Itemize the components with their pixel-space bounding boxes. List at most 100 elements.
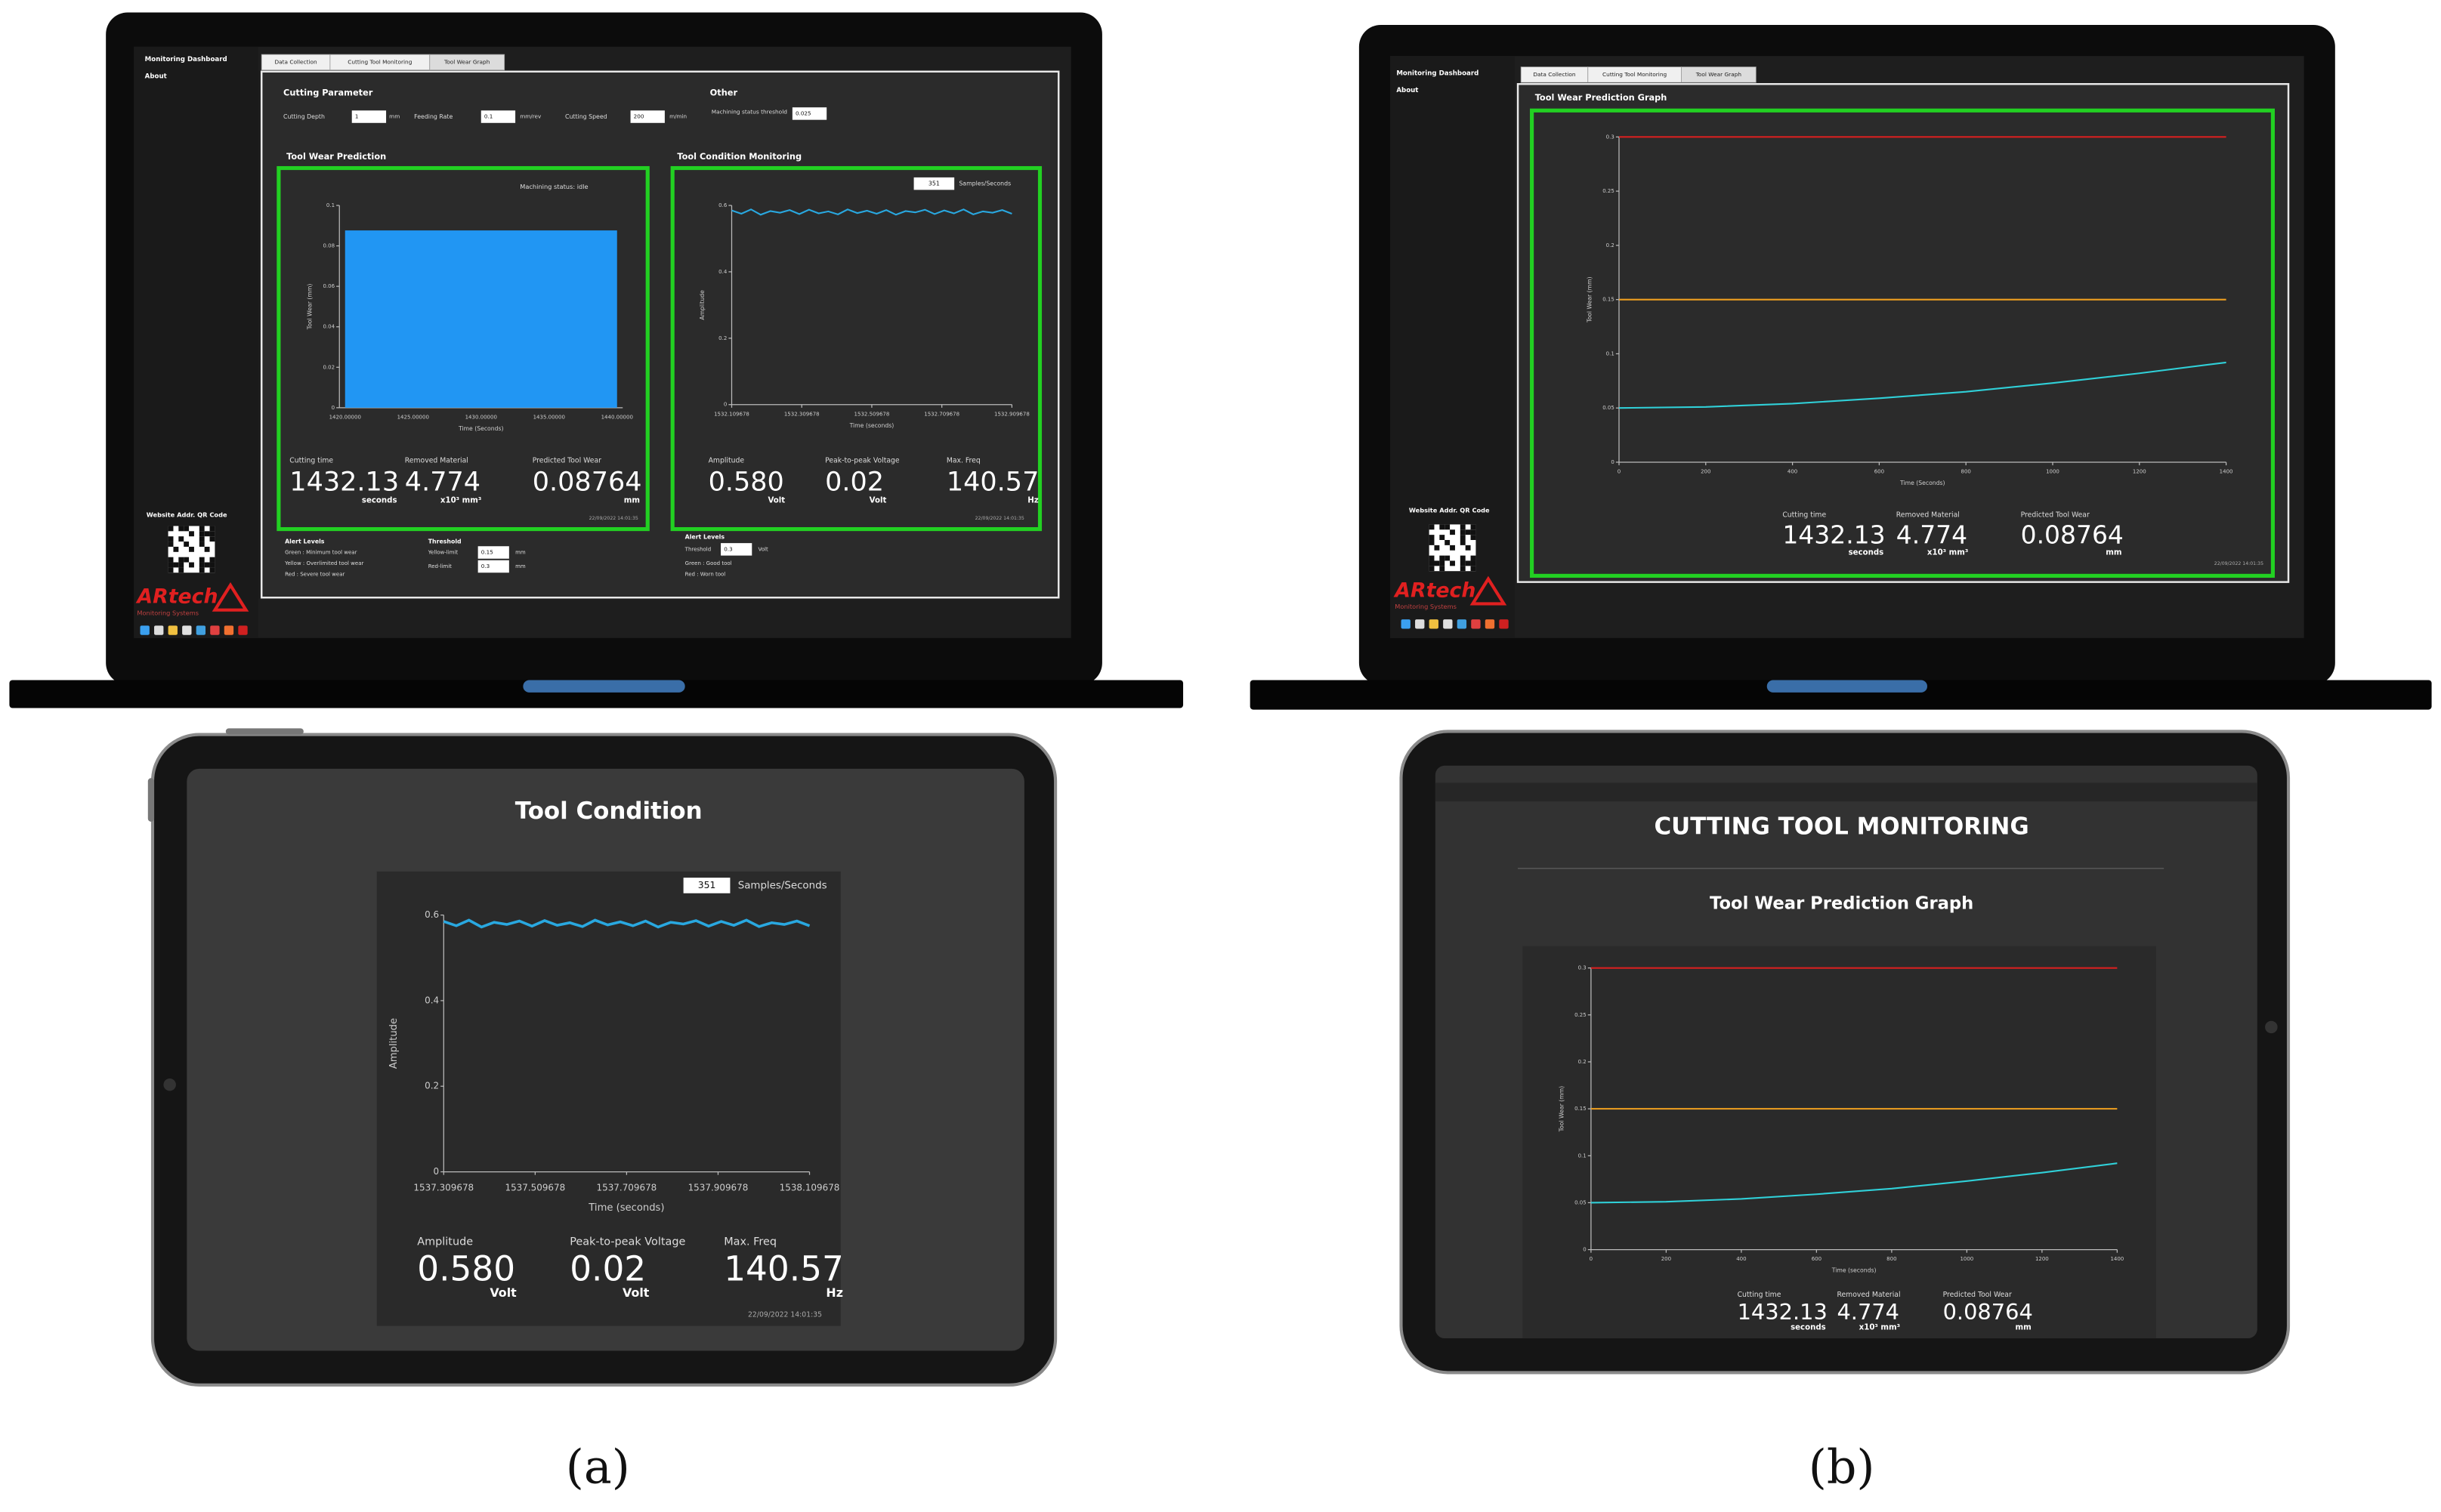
timestamp: 22/09/2022 14:01:35	[2214, 561, 2263, 566]
logo: ARtech	[135, 585, 218, 609]
y-tick-label: 0.06	[323, 283, 335, 289]
x-tick-label: 600	[1874, 469, 1884, 475]
samples-label: Samples/Seconds	[738, 880, 827, 891]
metric-value: 140.57	[724, 1248, 844, 1288]
metric-value: 0.08764	[2021, 520, 2124, 550]
alert-item: Red : Worn tool	[685, 571, 726, 577]
metric-value: 0.580	[417, 1248, 515, 1288]
metric-label: Cutting time	[1782, 511, 1826, 520]
metric-label: Predicted Tool Wear	[2021, 511, 2090, 520]
qr-cell	[1434, 560, 1440, 566]
qr-cell	[189, 546, 194, 552]
qr-cell	[1429, 540, 1435, 545]
y-tick-label: 0.02	[323, 364, 335, 370]
field-label: Machining status threshold	[712, 108, 788, 115]
panel-box	[1530, 108, 2275, 578]
threshold-label: Threshold	[684, 546, 712, 552]
x-tick-label: 400	[1736, 1256, 1746, 1262]
input-box	[351, 110, 387, 123]
logo: ARtech	[1393, 579, 1475, 602]
y-axis-label: Tool Wear (mm)	[307, 284, 314, 331]
y-axis-label: Amplitude	[388, 1018, 400, 1069]
qr-cell	[178, 526, 184, 532]
x-tick-label: 1532.709678	[924, 411, 959, 417]
x-tick-label: 1537.309678	[413, 1183, 474, 1193]
qr-cell	[1470, 524, 1476, 530]
metric-unit: x10³ mm³	[1859, 1324, 1900, 1332]
panel-title: Tool Condition Monitoring	[677, 151, 802, 162]
taskbar-icon	[210, 625, 220, 635]
alert-item: Green : Good tool	[685, 560, 732, 566]
qr-cell	[178, 557, 184, 563]
bar	[345, 230, 617, 408]
x-tick-label: 0	[1618, 469, 1621, 475]
x-tick-label: 1532.909678	[994, 411, 1030, 417]
y-tick-label: 0	[1583, 1247, 1586, 1253]
chart-card	[1522, 946, 2156, 1339]
metric-value: 4.774	[405, 467, 480, 498]
y-tick-label: 0	[724, 402, 727, 408]
panel-box	[670, 165, 1043, 532]
samples-value: 351	[698, 880, 716, 890]
taskbar-icon	[1429, 619, 1438, 629]
series-line	[1618, 361, 2226, 409]
qr-cell	[168, 562, 174, 568]
logo-subtitle: Monitoring Systems	[1395, 603, 1457, 610]
input-value: 1	[355, 113, 359, 120]
metric-unit: mm	[624, 496, 640, 505]
taskbar-icon	[168, 625, 178, 635]
metric-label: Amplitude	[709, 456, 745, 464]
x-tick-label: 1430.00000	[465, 414, 497, 420]
tab-label: Cutting Tool Monitoring	[1602, 71, 1667, 78]
x-tick-label: 1532.109678	[714, 411, 749, 417]
metric-unit: seconds	[1849, 548, 1884, 557]
y-tick-label: 0.1	[1606, 350, 1614, 356]
input-value: 0.15	[481, 548, 493, 555]
y-tick-label: 0.04	[323, 324, 335, 330]
qr-cell	[199, 557, 205, 563]
y-axis-label: Tool Wear (mm)	[1558, 1086, 1565, 1133]
taskbar-icon	[140, 625, 150, 635]
qr-cell	[168, 542, 174, 547]
panel-box	[277, 165, 650, 532]
qr-cell	[209, 536, 215, 542]
tab	[429, 54, 505, 71]
qr-cell	[1429, 555, 1435, 561]
qr-cell	[1460, 529, 1466, 535]
sidebar-item: About	[1396, 87, 1418, 94]
x-tick-label: 1537.709678	[597, 1183, 657, 1193]
panel-title: Tool Wear Prediction	[286, 151, 386, 162]
qr-cell	[1470, 535, 1476, 540]
metric-unit: mm	[2015, 1324, 2031, 1332]
qr-cell	[1450, 529, 1455, 535]
qr-cell	[209, 562, 215, 568]
logo-mark	[212, 582, 249, 612]
metric-value: 0.08764	[533, 467, 642, 498]
qr-cell	[1450, 545, 1455, 551]
y-tick-label: 0.1	[326, 202, 335, 208]
qr-cell	[1445, 524, 1451, 530]
qr-cell	[1470, 529, 1476, 535]
qr-cell	[1465, 545, 1471, 551]
threshold-unit: mm	[515, 563, 526, 569]
x-tick-label: 1538.109678	[780, 1183, 840, 1193]
y-tick-label: 0	[434, 1166, 440, 1177]
x-tick-label: 1000	[2046, 469, 2059, 475]
browser-bar	[1435, 782, 2257, 802]
laptop-base	[1250, 680, 2432, 710]
qr-cell	[1429, 535, 1435, 540]
qr-cell	[1439, 535, 1445, 540]
input-box	[683, 878, 731, 893]
threshold-label: Yellow-limit	[428, 549, 459, 555]
chart-card	[376, 871, 841, 1326]
field-unit: m/min	[669, 113, 687, 120]
taskbar-icon	[1401, 619, 1411, 629]
input-box	[480, 110, 516, 123]
qr-cell	[199, 536, 205, 542]
metric-value: 1432.13	[1738, 1299, 1828, 1325]
x-tick-label: 1440.00000	[601, 414, 633, 420]
metric-value: 0.02	[570, 1248, 646, 1288]
x-tick-label: 800	[1886, 1256, 1896, 1262]
field-unit: mm/rev	[520, 113, 542, 120]
qr-cell	[1445, 555, 1451, 561]
